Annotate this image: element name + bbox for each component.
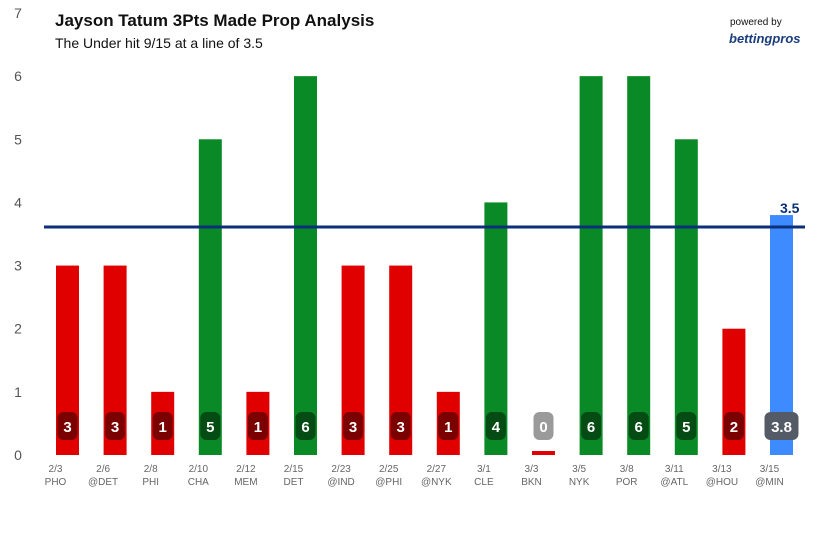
x-tick-opponent: @ATL	[660, 477, 688, 488]
bar-3-8	[627, 76, 651, 456]
value-badge	[390, 412, 411, 440]
chart-title: Jayson Tatum 3Pts Made Prop Analysis	[55, 11, 375, 30]
x-tick-date: 3/11	[665, 464, 684, 475]
value-label: 1	[159, 419, 167, 436]
value-badge	[723, 412, 744, 440]
y-tick-label: 2	[14, 321, 22, 337]
x-tick-opponent: @HOU	[706, 477, 738, 488]
value-label: 5	[206, 419, 214, 436]
x-tick-opponent: CLE	[474, 477, 494, 488]
value-label: 0	[539, 419, 547, 436]
bar-2-8	[151, 391, 175, 455]
value-badge	[764, 412, 799, 440]
x-tick-date: 3/13	[712, 464, 732, 475]
value-badge	[200, 412, 221, 440]
y-tick-label: 4	[14, 194, 22, 210]
value-badge	[152, 412, 173, 440]
x-tick-opponent: POR	[616, 477, 638, 488]
value-badge	[57, 412, 78, 440]
bar-2-10	[198, 139, 222, 456]
bar-2-23	[341, 265, 365, 455]
x-tick-date: 3/3	[525, 464, 539, 475]
value-badge	[105, 412, 126, 440]
y-tick-label: 6	[14, 68, 22, 84]
powered-by-label: powered by	[730, 17, 782, 28]
x-tick-opponent: BKN	[521, 477, 542, 488]
bar-3-3	[532, 451, 555, 455]
value-badge	[533, 412, 554, 440]
value-label: 6	[301, 419, 309, 436]
value-badge	[581, 412, 602, 440]
value-label: 2	[730, 419, 738, 436]
value-label: 3	[63, 419, 71, 436]
value-badge	[485, 412, 506, 440]
value-badge	[343, 412, 364, 440]
x-tick-opponent: @IND	[327, 477, 354, 488]
x-tick-opponent: @PHI	[375, 477, 402, 488]
bar-2-6	[103, 265, 127, 455]
bar-3-15	[770, 215, 793, 455]
x-tick-opponent: PHI	[142, 477, 159, 488]
bar-2-15	[294, 76, 317, 456]
value-label: 6	[587, 419, 595, 436]
value-label: 3	[397, 419, 405, 436]
x-tick-date: 2/3	[49, 464, 63, 475]
y-tick-label: 0	[14, 447, 22, 463]
x-tick-opponent: @MIN	[755, 477, 783, 488]
prop-line-label: 3.5	[780, 200, 800, 216]
bar-2-12	[246, 391, 270, 455]
value-label: 1	[444, 419, 452, 436]
x-tick-opponent: DET	[284, 477, 304, 488]
value-label: 6	[635, 419, 643, 436]
value-label: 1	[254, 419, 262, 436]
x-tick-date: 2/12	[236, 464, 256, 475]
x-tick-date: 2/25	[379, 464, 399, 475]
y-tick-label: 3	[14, 258, 22, 274]
value-badge	[247, 412, 268, 440]
bar-3-5	[579, 76, 603, 456]
value-label: 4	[492, 419, 501, 436]
bar-2-27	[436, 391, 460, 455]
bar-3-1	[484, 202, 508, 455]
x-tick-opponent: @DET	[88, 477, 118, 488]
value-label: 5	[682, 419, 690, 436]
bar-3-13	[722, 328, 746, 455]
value-badge	[295, 412, 316, 440]
x-tick-opponent: NYK	[569, 477, 590, 488]
x-tick-date: 3/5	[572, 464, 586, 475]
x-tick-opponent: CHA	[188, 477, 209, 488]
x-tick-date: 2/27	[427, 464, 447, 475]
x-tick-date: 3/15	[760, 464, 780, 475]
value-badge	[676, 412, 697, 440]
x-tick-date: 2/15	[284, 464, 304, 475]
x-tick-date: 2/23	[331, 464, 351, 475]
value-label: 3	[349, 419, 357, 436]
y-tick-label: 1	[14, 384, 22, 400]
bar-2-3	[56, 265, 79, 455]
x-tick-date: 3/1	[477, 464, 491, 475]
x-tick-date: 2/10	[189, 464, 209, 475]
x-tick-opponent: MEM	[234, 477, 257, 488]
bettingpros-logo[interactable]: bettingpros	[729, 31, 801, 46]
x-tick-date: 2/6	[96, 464, 110, 475]
x-tick-date: 3/8	[620, 464, 634, 475]
y-tick-label: 7	[14, 5, 22, 21]
x-tick-opponent: PHO	[45, 477, 67, 488]
value-label: 3.8	[771, 419, 792, 436]
bar-3-11	[674, 139, 698, 456]
value-badge	[628, 412, 649, 440]
value-label: 3	[111, 419, 119, 436]
value-badge	[438, 412, 459, 440]
bar-2-25	[389, 265, 413, 455]
x-tick-opponent: @NYK	[421, 477, 452, 488]
chart-subtitle: The Under hit 9/15 at a line of 3.5	[55, 35, 263, 51]
x-tick-date: 2/8	[144, 464, 158, 475]
y-tick-label: 5	[14, 131, 22, 147]
